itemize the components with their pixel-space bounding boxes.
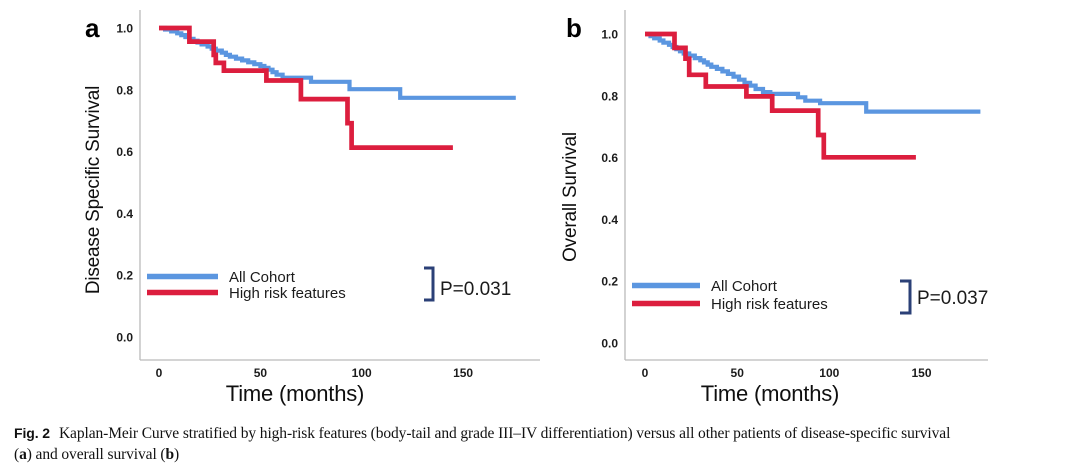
x-axis-title: Time (months): [701, 381, 839, 406]
caption-paren-close: ): [174, 446, 180, 463]
caption-figure-label: Fig. 2: [14, 425, 50, 441]
y-tick-label: 1.0: [116, 22, 133, 36]
legend-label-all-cohort: All Cohort: [229, 269, 296, 286]
caption-panel-b-ref: b: [165, 446, 175, 463]
y-tick-label: 0.6: [601, 151, 618, 165]
panel-label-b: b: [566, 13, 582, 43]
y-tick-label: 0.2: [601, 275, 618, 289]
p-value-bracket: [900, 279, 912, 315]
legend-label-high-risk-features: High risk features: [711, 296, 828, 313]
y-axis-title: Overall Survival: [560, 132, 581, 262]
x-tick-label: 0: [156, 366, 163, 380]
km-curve-all-cohort: [645, 31, 981, 114]
y-tick-label: 0.2: [116, 269, 133, 283]
caption-text-mid: ) and overall survival (: [26, 446, 166, 463]
legend-label-all-cohort: All Cohort: [711, 278, 778, 295]
caption-line-1: Fig. 2 Kaplan-Meir Curve stratified by hi…: [14, 423, 1070, 444]
legend-label-high-risk-features: High risk features: [229, 285, 346, 302]
y-tick-label: 0.4: [116, 207, 133, 221]
x-axis-title: Time (months): [226, 381, 364, 406]
figure-caption: Fig. 2 Kaplan-Meir Curve stratified by hi…: [14, 423, 1070, 465]
caption-text: Kaplan-Meir Curve stratified by high-ris…: [58, 425, 951, 442]
x-tick-label: 100: [819, 366, 839, 380]
km-panel-disease-specific-survival: 0.0 0.2 0.4 0.6 0.8 1.0 0 50 100 150 Disease Speci…: [83, 10, 540, 406]
p-value-text: P=0.037: [917, 288, 988, 309]
y-axis-title: Disease Specific Survival: [83, 86, 104, 294]
x-tick-label: 50: [731, 366, 745, 380]
x-tick-label: 100: [352, 366, 372, 380]
p-value-text: P=0.031: [440, 279, 511, 300]
y-tick-label: 0.6: [116, 145, 133, 159]
y-tick-label: 0.8: [116, 83, 133, 97]
km-panel-overall-survival: 0.0 0.2 0.4 0.6 0.8 1.0 0 50 100 150 Overall Survi…: [560, 10, 988, 406]
p-value-bracket: [424, 266, 435, 302]
y-tick-label: 0.0: [601, 337, 618, 351]
caption-line-2: (a) and overall survival (b): [14, 444, 1070, 465]
km-curve-high-risk-features: [159, 25, 453, 150]
km-curve-all-cohort: [159, 25, 516, 100]
caption-paren: (: [14, 446, 20, 463]
y-tick-label: 0.8: [601, 89, 618, 103]
y-tick-label: 0.0: [116, 331, 133, 345]
x-tick-label: 0: [642, 366, 649, 380]
panel-label-a: a: [85, 13, 100, 43]
km-curve-high-risk-features: [645, 31, 916, 160]
caption-panel-a-ref: a: [19, 446, 27, 463]
y-tick-label: 0.4: [601, 213, 618, 227]
y-tick-label: 1.0: [601, 28, 618, 42]
x-tick-label: 150: [911, 366, 931, 380]
x-tick-label: 50: [254, 366, 268, 380]
x-tick-label: 150: [453, 366, 473, 380]
